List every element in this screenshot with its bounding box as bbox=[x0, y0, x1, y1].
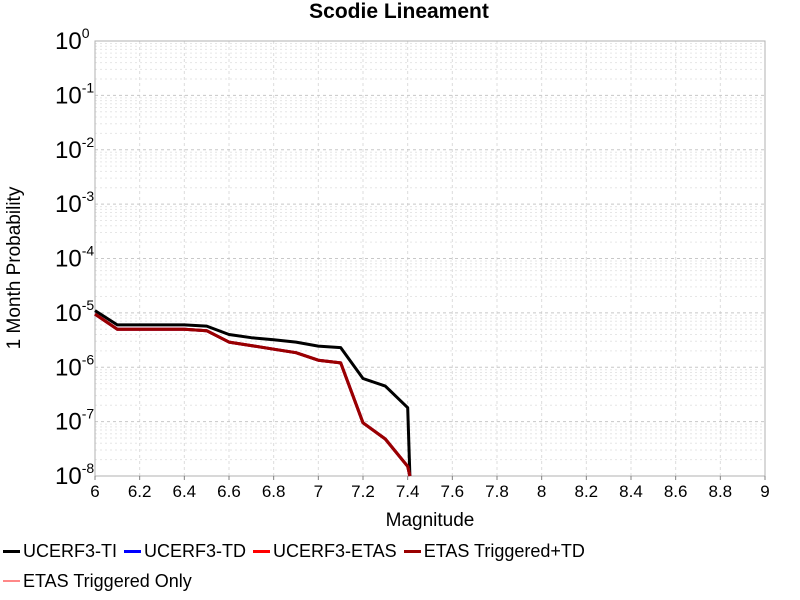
legend-item-ucerf3-td: UCERF3-TD bbox=[121, 541, 246, 562]
x-tick-label: 6.4 bbox=[173, 482, 197, 501]
axes: 6 6.2 6.4 6.6 6.8 7 7.2 7.4 7.6 7.8 8 8.2 8.4 8.6 8.8 9… bbox=[55, 25, 770, 501]
y-tick-exponent: -2 bbox=[82, 134, 95, 150]
y-tick-label: 10-3 bbox=[55, 188, 94, 218]
x-tick-label: 6.8 bbox=[262, 482, 286, 501]
y-tick-base: 10 bbox=[55, 191, 82, 218]
y-tick-base: 10 bbox=[55, 354, 82, 381]
y-tick-exponent: -7 bbox=[82, 406, 95, 422]
plot-background bbox=[95, 41, 765, 476]
x-tick-label: 7 bbox=[314, 482, 323, 501]
legend-item-etas-triggered-td: ETAS Triggered+TD bbox=[401, 541, 585, 562]
legend-item-etas-triggered-only: ETAS Triggered Only bbox=[0, 571, 192, 592]
y-tick-base: 10 bbox=[55, 28, 82, 55]
y-tick-exponent: -1 bbox=[82, 79, 95, 95]
y-tick-label: 10-7 bbox=[55, 406, 94, 436]
y-axis-label: 1 Month Probability bbox=[4, 186, 25, 349]
legend-item-ucerf3-ti: UCERF3-TI bbox=[0, 541, 117, 562]
y-tick-base: 10 bbox=[55, 409, 82, 436]
y-tick-exponent: -3 bbox=[82, 188, 95, 204]
x-tick-label: 7.6 bbox=[441, 482, 465, 501]
y-tick-base: 10 bbox=[55, 300, 82, 327]
legend-label-ucerf3-ti: UCERF3-TI bbox=[23, 540, 117, 561]
series-line-ucerf3-ti bbox=[94, 309, 412, 477]
y-tick-label: 10-2 bbox=[55, 134, 94, 164]
legend: UCERF3-TI UCERF3-TD UCERF3-ETAS ETAS Tri… bbox=[0, 537, 800, 597]
x-tick-label: 7.4 bbox=[396, 482, 420, 501]
y-tick-exponent: -4 bbox=[82, 243, 95, 259]
x-tick-label: 8.8 bbox=[709, 482, 733, 501]
x-tick-label: 8.6 bbox=[664, 482, 688, 501]
legend-row: UCERF3-TI UCERF3-TD UCERF3-ETAS ETAS Tri… bbox=[0, 537, 800, 565]
x-tick-label: 8.4 bbox=[619, 482, 643, 501]
x-axis-label: Magnitude bbox=[386, 510, 475, 531]
y-tick-base: 10 bbox=[55, 137, 82, 164]
y-tick-label: 10-6 bbox=[55, 351, 94, 381]
y-tick-exponent: -6 bbox=[82, 351, 95, 367]
x-tick-label: 8 bbox=[537, 482, 546, 501]
grid bbox=[94, 40, 766, 477]
y-tick-base: 10 bbox=[55, 246, 82, 273]
x-tick-label: 8.2 bbox=[575, 482, 599, 501]
legend-swatch-ucerf3-etas bbox=[253, 549, 270, 553]
legend-label-etas-triggered-td: ETAS Triggered+TD bbox=[423, 540, 585, 561]
legend-swatch-ucerf3-ti bbox=[3, 549, 20, 553]
series-group bbox=[94, 309, 412, 477]
x-tick-label: 6 bbox=[90, 482, 99, 501]
y-tick-base: 10 bbox=[55, 463, 82, 490]
y-tick-label: 10-4 bbox=[55, 243, 94, 273]
legend-label-ucerf3-td: UCERF3-TD bbox=[144, 540, 246, 561]
y-tick-label: 10-5 bbox=[55, 297, 94, 327]
legend-swatch-ucerf3-td bbox=[124, 549, 141, 553]
x-tick-label: 6.6 bbox=[217, 482, 241, 501]
legend-swatch-etas-triggered-only bbox=[3, 580, 20, 582]
y-tick-exponent: -8 bbox=[82, 460, 95, 476]
y-tick-exponent: 0 bbox=[82, 25, 90, 41]
chart-title: Scodie Lineament bbox=[309, 0, 489, 23]
plot-border bbox=[94, 40, 766, 477]
legend-label-ucerf3-etas: UCERF3-ETAS bbox=[273, 540, 397, 561]
x-tick-label: 6.2 bbox=[128, 482, 152, 501]
y-tick-label: 10-8 bbox=[55, 460, 94, 490]
y-tick-exponent: -5 bbox=[82, 297, 95, 313]
x-tick-label: 7.8 bbox=[485, 482, 509, 501]
legend-row: ETAS Triggered Only bbox=[0, 567, 800, 595]
x-tick-label: 9 bbox=[760, 482, 769, 501]
legend-label-etas-triggered-only: ETAS Triggered Only bbox=[23, 570, 192, 591]
legend-swatch-etas-triggered-td bbox=[403, 549, 421, 553]
legend-item-ucerf3-etas: UCERF3-ETAS bbox=[250, 541, 397, 562]
y-tick-label: 100 bbox=[55, 25, 90, 55]
y-tick-label: 10-1 bbox=[55, 79, 94, 109]
series-line-etas-triggered-td bbox=[94, 312, 412, 477]
y-tick-base: 10 bbox=[55, 82, 82, 109]
x-tick-label: 7.2 bbox=[351, 482, 375, 501]
